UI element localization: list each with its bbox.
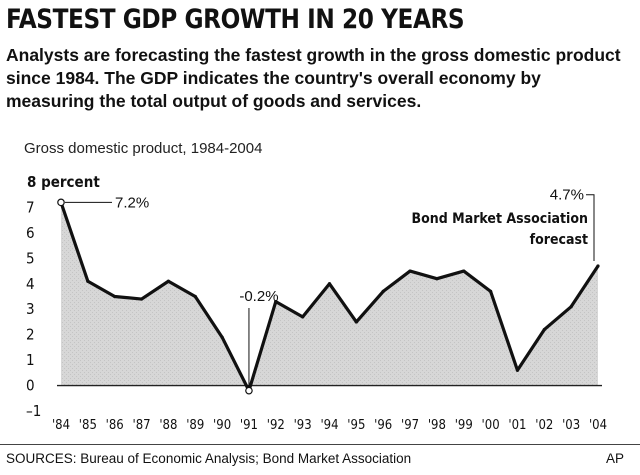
data-point (381, 289, 385, 294)
data-point (139, 297, 144, 301)
annotation-label: 7.2% (115, 194, 149, 211)
annotation-label: forecast (530, 232, 588, 248)
x-tick-label: '84 (52, 418, 70, 433)
credit-label: AP (605, 451, 624, 466)
footer-divider (0, 444, 640, 445)
x-tick-label: '97 (401, 418, 419, 433)
annotation-leader (586, 194, 595, 261)
x-tick-label: '89 (186, 418, 204, 433)
x-tick-label: '91 (240, 418, 258, 433)
y-tick-label: 6 (26, 224, 35, 242)
data-point (57, 198, 65, 207)
data-point (301, 315, 305, 319)
data-point (489, 289, 493, 294)
data-point (193, 294, 197, 299)
x-tick-label: '95 (347, 418, 365, 433)
data-point (462, 269, 466, 273)
x-tick-label: '00 (482, 418, 500, 433)
y-tick-label: 4 (26, 275, 35, 293)
x-tick-label: '04 (589, 418, 607, 433)
x-tick-label: '88 (159, 418, 177, 433)
data-point (245, 386, 253, 395)
x-tick-label: '99 (455, 418, 473, 433)
data-point (408, 269, 412, 273)
x-tick-label: '93 (294, 418, 312, 433)
y-tick-label: 0 (26, 377, 35, 395)
data-point (86, 279, 90, 283)
y-tick-label: 8 percent (27, 173, 100, 191)
x-tick-label: '92 (267, 418, 285, 433)
area-fill (61, 202, 598, 391)
data-point (327, 282, 332, 286)
annotation-label: 4.7% (550, 187, 584, 204)
data-point (220, 335, 224, 339)
annotation-label: -0.2% (239, 288, 278, 305)
y-tick-label: 2 (26, 326, 35, 344)
data-point (274, 299, 278, 304)
x-tick-label: '94 (320, 418, 338, 433)
data-point (542, 327, 546, 332)
y-tick-label: 3 (26, 300, 35, 318)
y-tick-label: 1 (26, 351, 35, 369)
chart-title: FASTEST GDP GROWTH IN 20 YEARS (6, 4, 465, 35)
x-tick-label: '96 (374, 418, 392, 433)
annotation-label: Bond Market Association (412, 211, 588, 227)
x-tick-label: '01 (508, 418, 526, 433)
data-point (166, 279, 170, 283)
x-tick-label: '85 (79, 418, 97, 433)
x-tick-label: '98 (428, 418, 446, 433)
x-tick-label: '03 (562, 418, 580, 433)
data-point (515, 368, 520, 372)
data-point (435, 277, 439, 281)
x-tick-label: '87 (133, 418, 151, 433)
chart-subtitle: Analysts are forecasting the fastest gro… (6, 45, 621, 111)
x-tick-label: '02 (535, 418, 553, 433)
data-point (596, 264, 600, 268)
x-tick-label: '90 (213, 418, 231, 433)
sources-note: SOURCES: Bureau of Economic Analysis; Bo… (6, 451, 412, 466)
data-point (113, 294, 117, 299)
y-tick-label: –1 (26, 402, 41, 420)
chart-label: Gross domestic product, 1984-2004 (24, 140, 263, 157)
x-tick-label: '86 (106, 418, 124, 433)
y-tick-label: 7 (26, 198, 35, 216)
data-point (569, 305, 573, 309)
y-tick-label: 5 (26, 249, 35, 267)
data-point (354, 320, 358, 324)
